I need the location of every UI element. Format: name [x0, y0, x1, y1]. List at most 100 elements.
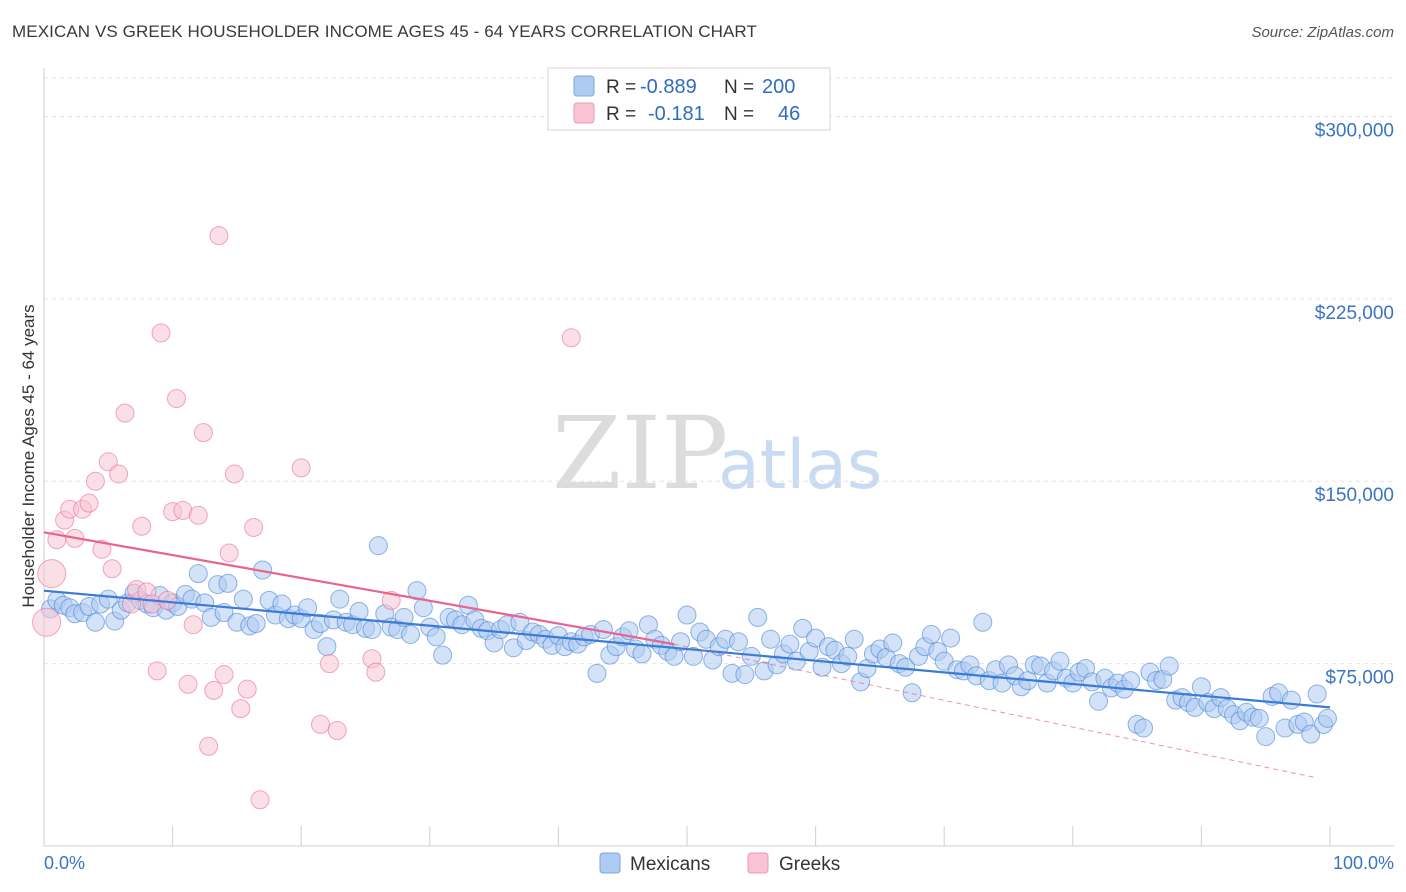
mexicans-point: [761, 629, 781, 649]
greeks-point: [244, 517, 264, 537]
bottom-legend-greeks: Greeks: [779, 854, 840, 875]
greeks-point: [183, 615, 203, 635]
mexicans-point: [902, 683, 922, 703]
bottom-swatch-mexicans: [599, 852, 621, 874]
y-tick-label: $300,000: [1315, 120, 1394, 141]
greeks-point: [37, 559, 67, 589]
greeks-point: [561, 328, 581, 348]
x-tick-label-max: 100.0%: [1333, 853, 1394, 873]
greeks-trend-line: [43, 531, 675, 646]
mexicans-point: [433, 645, 453, 665]
mexicans-point: [677, 605, 697, 625]
mexicans-point: [188, 564, 208, 584]
trend-lines: [43, 531, 1331, 779]
greeks-point: [237, 679, 257, 699]
greeks-point: [310, 714, 330, 734]
greeks-point: [224, 464, 244, 484]
mexicans-point: [921, 624, 941, 644]
bottom-swatch-greeks: [747, 852, 769, 874]
greeks-point: [142, 594, 162, 614]
mexicans-point: [1281, 690, 1301, 710]
legend-r-label-2: R =: [606, 104, 636, 125]
mexicans-point: [1050, 651, 1070, 671]
greeks-point: [214, 665, 234, 685]
legend-n-label-2: N =: [724, 104, 754, 125]
mexicans-point: [632, 644, 652, 664]
mexicans-point: [426, 627, 446, 647]
mexicans-point: [233, 589, 253, 609]
greeks-point: [291, 458, 311, 478]
mexicans-point: [941, 628, 961, 648]
greeks-point: [209, 226, 229, 246]
mexicans-point: [1159, 656, 1179, 676]
greeks-point: [366, 662, 386, 682]
legend-n-value-1: 200: [762, 76, 795, 98]
mexicans-point: [735, 665, 755, 685]
mexicans-point: [780, 634, 800, 654]
greeks-point: [231, 699, 251, 719]
bottom-legend-mexicans: Mexicans: [630, 854, 710, 875]
greeks-point: [92, 539, 112, 559]
mexicans-point: [1301, 724, 1321, 744]
stats-legend: R = -0.889 N = 200 R = -0.181 N = 46: [547, 67, 831, 131]
gridlines: [44, 77, 1394, 665]
greeks-point: [319, 654, 339, 674]
mexicans-point: [1191, 677, 1211, 697]
x-axis-ticks: [43, 826, 1331, 846]
greeks-point: [115, 403, 135, 423]
mexicans-trend-line: [43, 589, 1331, 709]
mexicans-point: [407, 581, 427, 601]
mexicans-point: [1121, 671, 1141, 691]
greeks-point: [151, 323, 171, 343]
greeks-point: [147, 661, 167, 681]
mexicans-point: [748, 607, 768, 627]
mexicans-point: [838, 646, 858, 666]
y-tick-label: $225,000: [1315, 303, 1394, 324]
mexicans-point: [85, 612, 105, 632]
y-tick-labels: $75,000 $150,000 $225,000 $300,000: [1315, 120, 1394, 688]
mexicans-point: [218, 573, 238, 593]
mexicans-point: [844, 629, 864, 649]
greeks-point: [381, 590, 401, 610]
greeks-point: [85, 471, 105, 491]
greeks-point: [109, 464, 129, 484]
mexicans-point: [1089, 691, 1109, 711]
mexicans-point: [683, 646, 703, 666]
mexicans-point: [362, 620, 382, 640]
mexicans-point: [793, 618, 813, 638]
series-legend: Mexicans Greeks: [599, 852, 840, 875]
greeks-point: [193, 423, 213, 443]
legend-r-value-2: -0.181: [648, 103, 705, 125]
mexicans-point: [246, 613, 266, 633]
mexicans-point: [973, 612, 993, 632]
mexicans-point: [401, 624, 421, 644]
watermark-zip: ZIP: [552, 395, 728, 512]
greeks-point: [102, 559, 122, 579]
y-tick-label: $150,000: [1315, 485, 1394, 506]
greeks-point: [188, 505, 208, 525]
mexicans-point: [98, 589, 118, 609]
legend-swatch-greeks: [573, 102, 595, 124]
mexicans-point: [298, 598, 318, 618]
greeks-point: [132, 516, 152, 536]
stats-legend-box: [547, 67, 831, 131]
chart-title: MEXICAN VS GREEK HOUSEHOLDER INCOME AGES…: [12, 22, 757, 41]
greeks-point: [204, 680, 224, 700]
greeks-point: [79, 493, 99, 513]
greeks-point: [327, 720, 347, 740]
y-tick-label: $75,000: [1325, 668, 1394, 689]
mexicans-point: [1307, 684, 1327, 704]
source-label: Source: ZipAtlas.com: [1251, 24, 1394, 41]
mexicans-point: [330, 589, 350, 609]
greeks-point: [98, 452, 118, 472]
greeks-point: [250, 790, 270, 810]
legend-swatch-mexicans: [573, 75, 595, 97]
legend-r-value-1: -0.889: [640, 76, 697, 98]
legend-n-value-2: 46: [778, 103, 800, 125]
mexicans-point: [1317, 708, 1337, 728]
greeks-point: [178, 674, 198, 694]
legend-n-label-1: N =: [724, 77, 754, 98]
x-tick-label-min: 0.0%: [44, 853, 85, 873]
mexicans-point: [1134, 718, 1154, 738]
